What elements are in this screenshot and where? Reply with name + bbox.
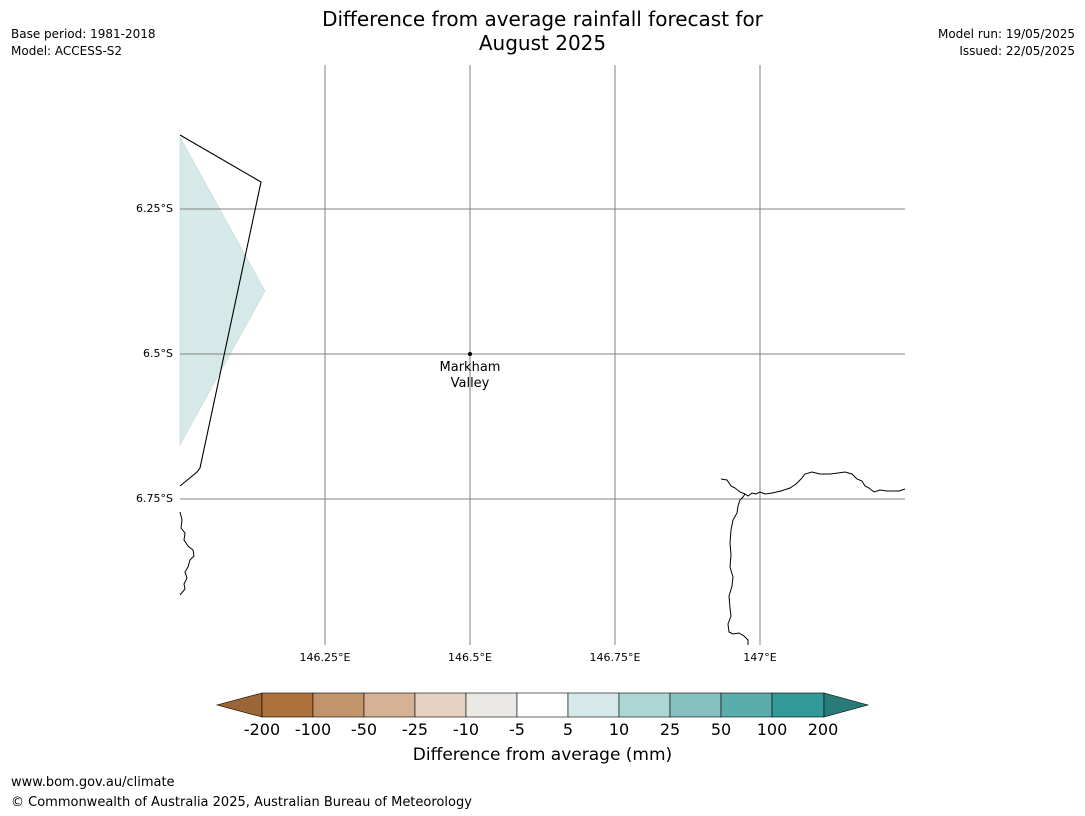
- base-period-text: Base period: 1981-2018: [11, 27, 156, 41]
- place-marker: [468, 352, 472, 356]
- footer-url: www.bom.gov.au/climate: [11, 775, 175, 790]
- colorbar-tick-label: 25: [659, 720, 681, 739]
- colorbar-bin: [720, 692, 773, 718]
- lat-label: 6.5°S: [143, 347, 173, 360]
- model-run-text: Model run: 19/05/2025: [937, 27, 1075, 41]
- metadata-left: Base period: 1981-2018 Model: ACCESS-S2: [11, 26, 156, 60]
- colorbar-tick-label: 50: [710, 720, 732, 739]
- colorbar-bin: [669, 692, 722, 718]
- gridlines: [180, 65, 905, 645]
- metadata-right: Model run: 19/05/2025 Issued: 22/05/2025: [938, 26, 1075, 60]
- colorbar-bin: [771, 692, 825, 718]
- colorbar-tick-label: -25: [401, 720, 429, 739]
- colorbar-bin: [363, 692, 416, 718]
- footer-copyright: © Commonwealth of Australia 2025, Austra…: [11, 795, 472, 810]
- place-name-line-2: Valley: [450, 376, 490, 391]
- colorbar-bin: [516, 692, 569, 718]
- lon-label: 146.25°E: [299, 651, 351, 664]
- place-label: Markham Valley: [410, 360, 530, 392]
- colorbar-tick-label: -50: [350, 720, 378, 739]
- title-line-1: Difference from average rainfall forecas…: [322, 7, 763, 31]
- lon-label: 147°E: [743, 651, 777, 664]
- map-title: Difference from average rainfall forecas…: [0, 7, 1085, 55]
- colorbar-tick-label: 200: [807, 720, 839, 739]
- lat-label: 6.75°S: [136, 492, 173, 505]
- rainfall-shade-region: [179, 136, 266, 446]
- colorbar-bin: [567, 692, 620, 718]
- colorbar-tick-label: 100: [756, 720, 788, 739]
- colorbar-title: Difference from average (mm): [412, 745, 673, 765]
- colorbar-tick-label: -100: [294, 720, 332, 739]
- colorbar-tick-label: -200: [243, 720, 281, 739]
- coastline-east: [720, 471, 906, 497]
- colorbar-bin: [261, 692, 314, 718]
- title-line-2: August 2025: [478, 31, 607, 55]
- colorbar-tick-label: 5: [562, 720, 574, 739]
- lon-label: 146.5°E: [448, 651, 492, 664]
- district-boundary: [179, 134, 262, 487]
- model-text: Model: ACCESS-S2: [11, 44, 123, 58]
- colorbar-tick-label: 10: [608, 720, 630, 739]
- colorbar-bin: [618, 692, 671, 718]
- colorbar-bin: [312, 692, 365, 718]
- lon-label: 146.75°E: [589, 651, 641, 664]
- colorbar-extend-right: [823, 692, 870, 718]
- coastline-west: [179, 511, 195, 596]
- lat-label: 6.25°S: [136, 202, 173, 215]
- colorbar-extend-left: [215, 692, 263, 718]
- coastline-south: [727, 493, 749, 645]
- place-name-line-1: Markham: [439, 360, 501, 375]
- colorbar: [215, 692, 870, 718]
- colorbar-tick-label: -5: [509, 720, 525, 739]
- colorbar-bin: [465, 692, 518, 718]
- colorbar-bin: [414, 692, 467, 718]
- issued-text: Issued: 22/05/2025: [959, 44, 1075, 58]
- colorbar-tick-label: -10: [452, 720, 480, 739]
